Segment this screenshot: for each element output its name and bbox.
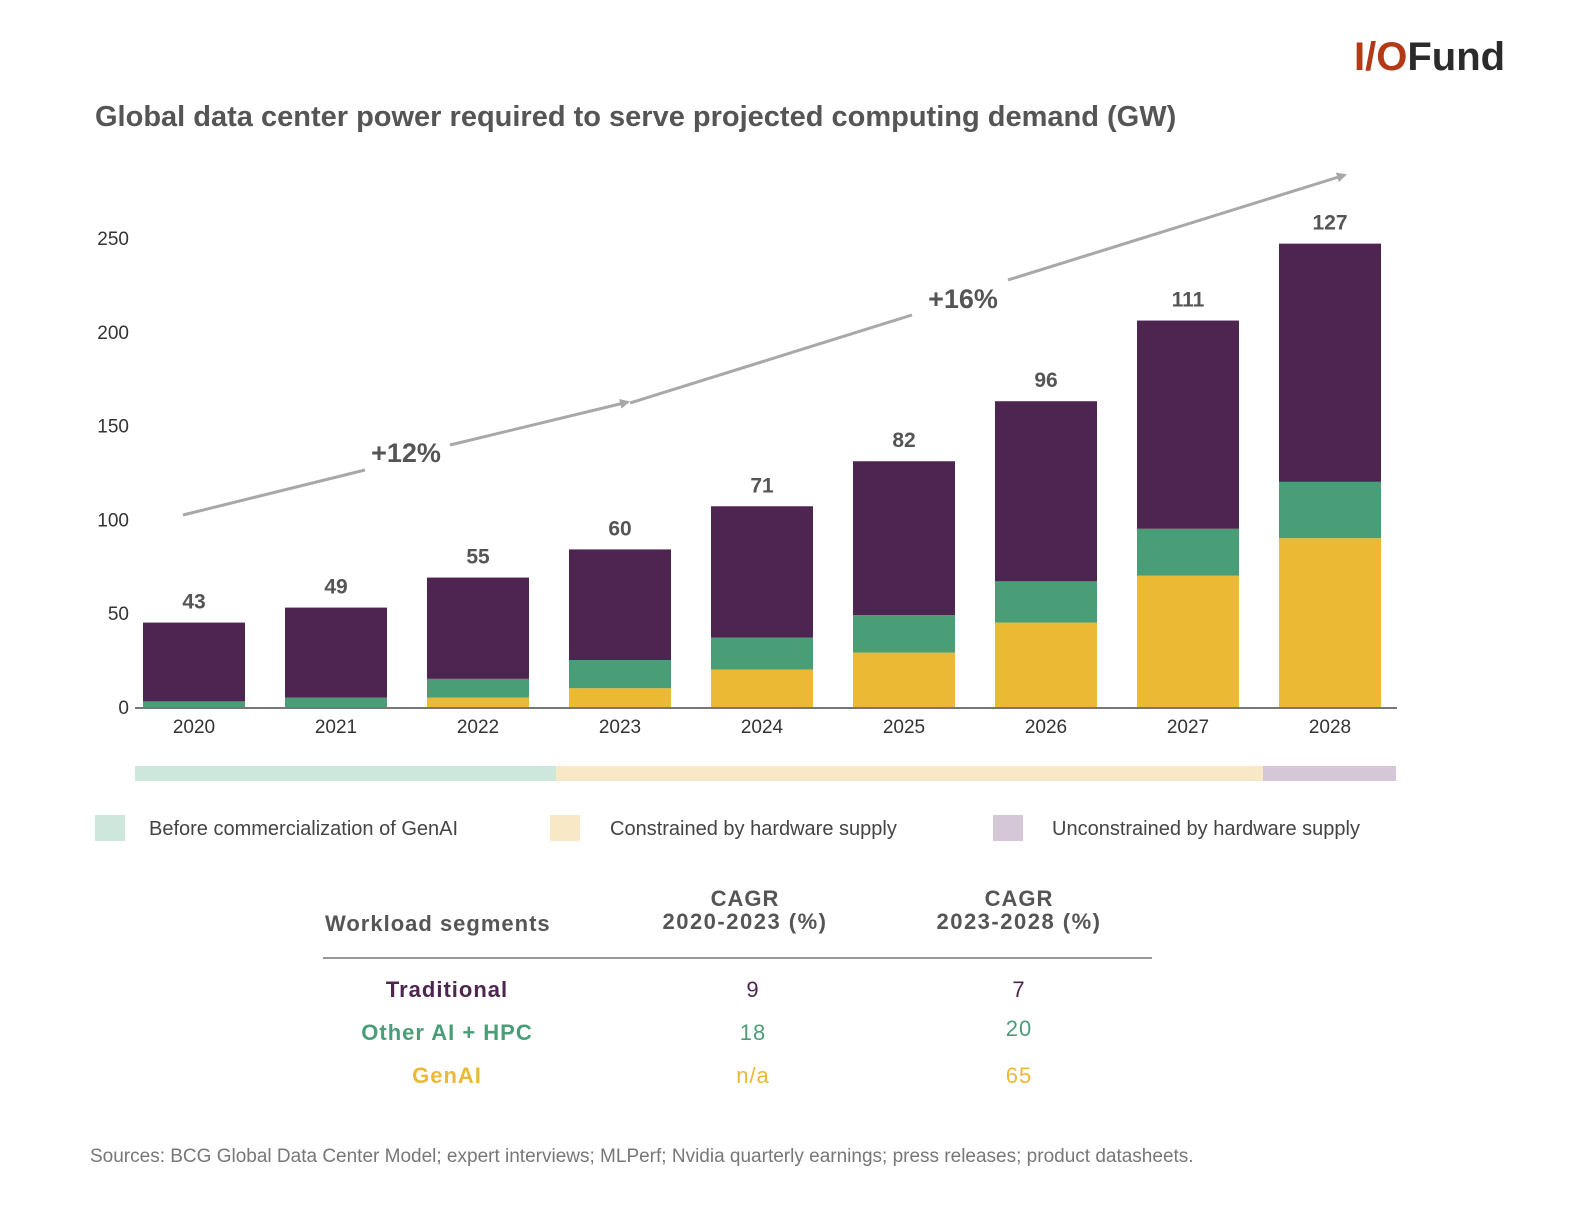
x-tick-label: 2022 xyxy=(457,717,499,738)
legend-swatch-before-genai xyxy=(95,815,125,841)
bar-total-label: 71 xyxy=(750,474,774,497)
bar-traditional-2021 xyxy=(285,607,387,698)
legend-label-before-genai: Before commercialization of GenAI xyxy=(149,818,458,840)
x-tick-label: 2021 xyxy=(315,717,357,738)
table-cell-cagr-2020-2023: 9 xyxy=(746,977,759,1002)
bar-total-label: 49 xyxy=(324,576,347,599)
legend-label-constrained: Constrained by hardware supply xyxy=(610,818,897,840)
logo-fund: Fund xyxy=(1407,35,1505,79)
arrow-12-icon xyxy=(449,399,630,447)
arrow-16-icon xyxy=(1007,172,1347,282)
phase-before-genai xyxy=(135,766,556,781)
arrow-segment xyxy=(182,468,366,517)
logo: I/OFund xyxy=(1354,35,1505,79)
x-tick-label: 2028 xyxy=(1309,717,1351,738)
y-tick-label: 250 xyxy=(97,229,129,250)
bar-total-label: 43 xyxy=(182,591,205,614)
bar-traditional-2026 xyxy=(995,401,1097,582)
bar-other_ai_hpc-2022 xyxy=(427,678,529,698)
x-tick-label: 2024 xyxy=(741,717,784,738)
y-tick-label: 0 xyxy=(118,698,129,719)
growth-arrows: +12% +16% xyxy=(182,172,1347,517)
bar-other_ai_hpc-2028 xyxy=(1279,481,1381,539)
table-row-segment: GenAI xyxy=(412,1063,482,1088)
legend: Before commercialization of GenAI Constr… xyxy=(95,815,1360,841)
table-cell-cagr-2023-2028: 7 xyxy=(1012,977,1025,1002)
table-header-col2-l2: 2023-2028 (%) xyxy=(936,909,1101,934)
table-header-col1-l1: CAGR xyxy=(711,886,780,911)
table-row-segment: Traditional xyxy=(386,977,508,1002)
table-cell-cagr-2020-2023: n/a xyxy=(736,1063,770,1088)
bar-total-label: 82 xyxy=(892,429,915,452)
bar-traditional-2022 xyxy=(427,577,529,679)
bar-traditional-2025 xyxy=(853,461,955,616)
annotation-12: +12% xyxy=(371,438,441,468)
x-tick-label: 2027 xyxy=(1167,717,1209,738)
bar-other_ai_hpc-2024 xyxy=(711,637,813,670)
cagr-table: Workload segments CAGR 2020-2023 (%) CAG… xyxy=(323,886,1152,1088)
y-tick-label: 50 xyxy=(108,604,129,625)
x-axis: 2020 2021 2022 2023 2024 2025 2026 2027 2028 xyxy=(173,717,1351,738)
table-cell-cagr-2023-2028: 65 xyxy=(1006,1063,1032,1088)
bar-other_ai_hpc-2023 xyxy=(569,660,671,689)
x-tick-label: 2020 xyxy=(173,717,215,738)
annotation-16: +16% xyxy=(928,284,998,314)
bar-traditional-2023 xyxy=(569,549,671,661)
phase-constrained xyxy=(556,766,1263,781)
bar-traditional-2028 xyxy=(1279,243,1381,482)
bars: 43 49 55 60 71 82 96 111 127 xyxy=(143,212,1381,707)
bar-total-label: 60 xyxy=(608,517,631,540)
y-tick-label: 150 xyxy=(97,417,129,438)
bar-traditional-2024 xyxy=(711,506,813,638)
phase-bar xyxy=(135,766,1396,781)
bar-genai-2022 xyxy=(427,697,529,707)
table-cell-cagr-2023-2028: 20 xyxy=(1006,1016,1032,1041)
bar-traditional-2027 xyxy=(1137,320,1239,529)
y-tick-label: 200 xyxy=(97,323,129,344)
table-header-segments: Workload segments xyxy=(325,911,551,936)
x-tick-label: 2025 xyxy=(883,717,925,738)
table-header-col1-l2: 2020-2023 (%) xyxy=(662,909,827,934)
sources-note: Sources: BCG Global Data Center Model; e… xyxy=(90,1146,1194,1167)
bar-other_ai_hpc-2026 xyxy=(995,581,1097,623)
y-tick-label: 100 xyxy=(97,510,129,531)
chart-title: Global data center power required to ser… xyxy=(95,101,1176,133)
bar-genai-2027 xyxy=(1137,575,1239,707)
bar-other_ai_hpc-2027 xyxy=(1137,528,1239,576)
bar-total-label: 96 xyxy=(1034,369,1057,392)
bar-total-label: 127 xyxy=(1312,212,1347,235)
table-header-col2-l1: CAGR xyxy=(985,886,1054,911)
bar-genai-2024 xyxy=(711,669,813,707)
bar-genai-2026 xyxy=(995,622,1097,707)
logo-io: I/O xyxy=(1354,35,1407,79)
x-tick-label: 2026 xyxy=(1025,717,1067,738)
legend-swatch-constrained xyxy=(550,815,580,841)
x-tick-label: 2023 xyxy=(599,717,641,738)
bar-traditional-2020 xyxy=(143,622,245,702)
y-axis: 0 50 100 150 200 250 xyxy=(97,229,129,719)
table-row-segment: Other AI + HPC xyxy=(361,1020,533,1045)
bar-genai-2028 xyxy=(1279,538,1381,707)
bar-other_ai_hpc-2021 xyxy=(285,697,387,707)
phase-unconstrained xyxy=(1263,766,1396,781)
legend-label-unconstrained: Unconstrained by hardware supply xyxy=(1052,818,1360,840)
bar-total-label: 55 xyxy=(466,546,490,569)
table-cell-cagr-2020-2023: 18 xyxy=(740,1020,766,1045)
bar-genai-2023 xyxy=(569,688,671,707)
legend-swatch-unconstrained xyxy=(993,815,1023,841)
arrow-segment xyxy=(629,313,913,405)
bar-other_ai_hpc-2020 xyxy=(143,701,245,707)
bar-genai-2025 xyxy=(853,652,955,707)
bar-total-label: 111 xyxy=(1172,289,1205,312)
bar-other_ai_hpc-2025 xyxy=(853,615,955,653)
